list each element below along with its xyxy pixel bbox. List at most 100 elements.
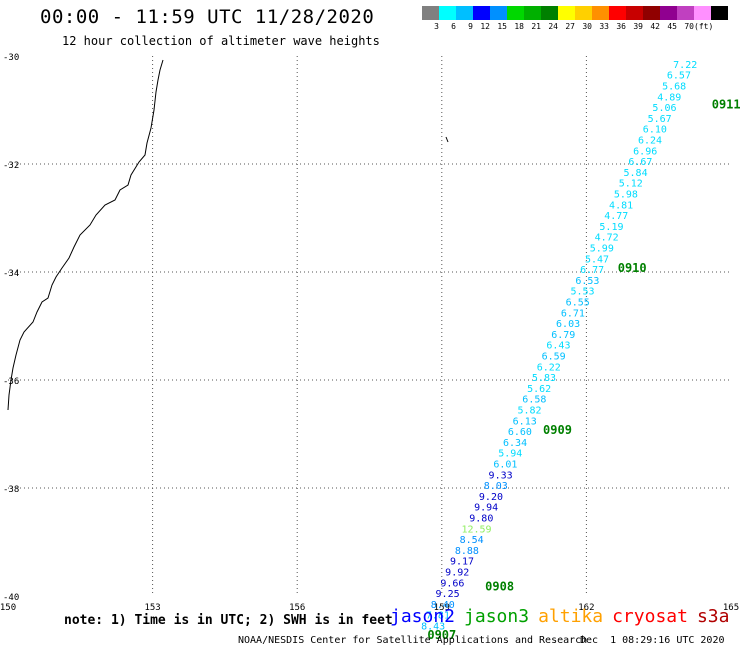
time-labels: 0911 0910 0909 0908 0907 — [427, 97, 740, 642]
scale-swatch — [507, 6, 524, 20]
wave-height-value: 5.82 — [517, 405, 541, 416]
scale-label: 36 — [616, 22, 626, 31]
wave-height-value: 5.47 — [585, 254, 609, 265]
wave-height-value: 7.22 — [673, 60, 697, 71]
scale-label: 42 — [650, 22, 660, 31]
legend-jason3: jason3 — [464, 606, 530, 627]
wave-height-value: 5.67 — [648, 114, 672, 125]
scale-swatch — [711, 6, 728, 20]
wave-height-value: 6.13 — [513, 416, 537, 427]
wave-height-value: 6.57 — [667, 71, 691, 82]
scale-swatch — [575, 6, 592, 20]
wave-height-value: 7.81 — [426, 611, 450, 622]
scale-label: 33 — [599, 22, 609, 31]
scale-label: 39 — [633, 22, 643, 31]
lon-label: 156 — [289, 603, 305, 613]
wave-height-value: 6.22 — [537, 362, 561, 373]
legend-s3a: s3a — [696, 606, 730, 627]
wave-height-value: 9.33 — [489, 470, 513, 481]
island — [445, 136, 449, 143]
wave-height-value: 5.94 — [498, 449, 522, 460]
coastline — [7, 59, 164, 411]
wave-height-value: 6.34 — [503, 438, 527, 449]
lat-label: -40 — [3, 593, 19, 603]
scale-swatch — [439, 6, 456, 20]
scale-label: 70 — [684, 22, 694, 31]
wave-height-value: 9.94 — [474, 503, 498, 514]
lon-label: 165 — [723, 603, 739, 613]
wave-height-value: 6.71 — [561, 308, 585, 319]
wave-height-value: 6.59 — [542, 351, 566, 362]
credit-text: NOAA/NESDIS Center for Satellite Applica… — [238, 635, 588, 646]
wave-height-values: 7.226.575.684.895.065.676.106.246.966.67… — [421, 60, 697, 633]
scale-swatch — [558, 6, 575, 20]
lon-label: 153 — [144, 603, 160, 613]
wave-height-value: 5.12 — [619, 179, 643, 190]
legend-jason2: jason2 — [390, 606, 456, 627]
lat-lon-grid — [8, 56, 731, 596]
wave-height-value: 4.72 — [595, 233, 619, 244]
time-label: 0910 — [618, 261, 647, 275]
chart-subtitle: 12 hour collection of altimeter wave hei… — [62, 34, 380, 48]
wave-height-value: 6.43 — [546, 341, 570, 352]
time-label: 0908 — [485, 580, 514, 594]
latitude-labels: -30 -32 -34 -36 -38 -40 — [3, 53, 19, 603]
scale-label: 9 — [468, 22, 473, 31]
wave-height-value: 5.98 — [614, 189, 638, 200]
scale-label: (ft) — [694, 22, 714, 31]
wave-height-value: 6.24 — [638, 135, 662, 146]
scale-swatch — [694, 6, 711, 20]
wave-height-value: 6.67 — [628, 157, 652, 168]
scale-swatch — [643, 6, 660, 20]
scale-label: 45 — [667, 22, 677, 31]
wave-height-value: 5.19 — [599, 222, 623, 233]
lon-label: 159 — [434, 603, 450, 613]
lon-label: 162 — [578, 603, 594, 613]
time-label: 0909 — [543, 423, 572, 437]
color-scale-labels: 3 6 9 12 15 18 21 24 27 30 33 36 39 42 45 70 (ft) — [422, 22, 714, 31]
wave-height-value: 6.77 — [580, 265, 604, 276]
longitude-labels: 150 153 156 159 162 165 — [0, 603, 739, 613]
legend-cryosat: cryosat — [612, 606, 688, 627]
wave-height-value: 5.99 — [590, 243, 614, 254]
time-label: 0911 — [712, 97, 740, 111]
wave-height-value: 6.01 — [493, 459, 517, 470]
wave-height-value: 6.03 — [556, 319, 580, 330]
lat-label: -36 — [3, 377, 19, 387]
wave-height-value: 5.83 — [532, 373, 556, 384]
scale-swatch — [456, 6, 473, 20]
scale-label: 30 — [582, 22, 592, 31]
wave-height-value: 5.68 — [662, 81, 686, 92]
wave-height-value: 9.17 — [450, 557, 474, 568]
lat-label: -34 — [3, 269, 19, 279]
wave-height-value: 12.59 — [461, 524, 491, 535]
note-text: note: 1) Time is in UTC; 2) SWH is in fe… — [64, 613, 393, 628]
scale-swatch — [626, 6, 643, 20]
wave-height-value: 6.58 — [522, 395, 546, 406]
wave-height-value: 6.53 — [575, 276, 599, 287]
scale-label: 18 — [514, 22, 524, 31]
scale-swatch — [677, 6, 694, 20]
wave-height-value: 6.55 — [566, 297, 590, 308]
wave-height-value: 6.96 — [633, 146, 657, 157]
wave-height-value: 6.10 — [643, 125, 667, 136]
scale-swatch — [422, 6, 439, 20]
wave-height-value: 5.62 — [527, 384, 551, 395]
wave-height-value: 6.79 — [551, 330, 575, 341]
scale-swatch — [660, 6, 677, 20]
wave-height-value: 5.84 — [624, 168, 648, 179]
wave-height-value: 4.77 — [604, 211, 628, 222]
scale-label: 27 — [565, 22, 575, 31]
wave-height-value: 4.81 — [609, 200, 633, 211]
wave-height-value: 9.66 — [440, 578, 464, 589]
wave-height-value: 9.92 — [445, 567, 469, 578]
wave-height-value: 8.40 — [431, 600, 455, 611]
scale-swatch — [473, 6, 490, 20]
wave-height-value: 4.89 — [657, 92, 681, 103]
wave-height-value: 9.25 — [436, 589, 460, 600]
wave-height-value: 8.43 — [421, 621, 445, 632]
legend-altika: altika — [538, 606, 604, 627]
satellite-legend: jason2 jason3 altika cryosat s3a — [390, 606, 729, 627]
scale-swatch — [609, 6, 626, 20]
